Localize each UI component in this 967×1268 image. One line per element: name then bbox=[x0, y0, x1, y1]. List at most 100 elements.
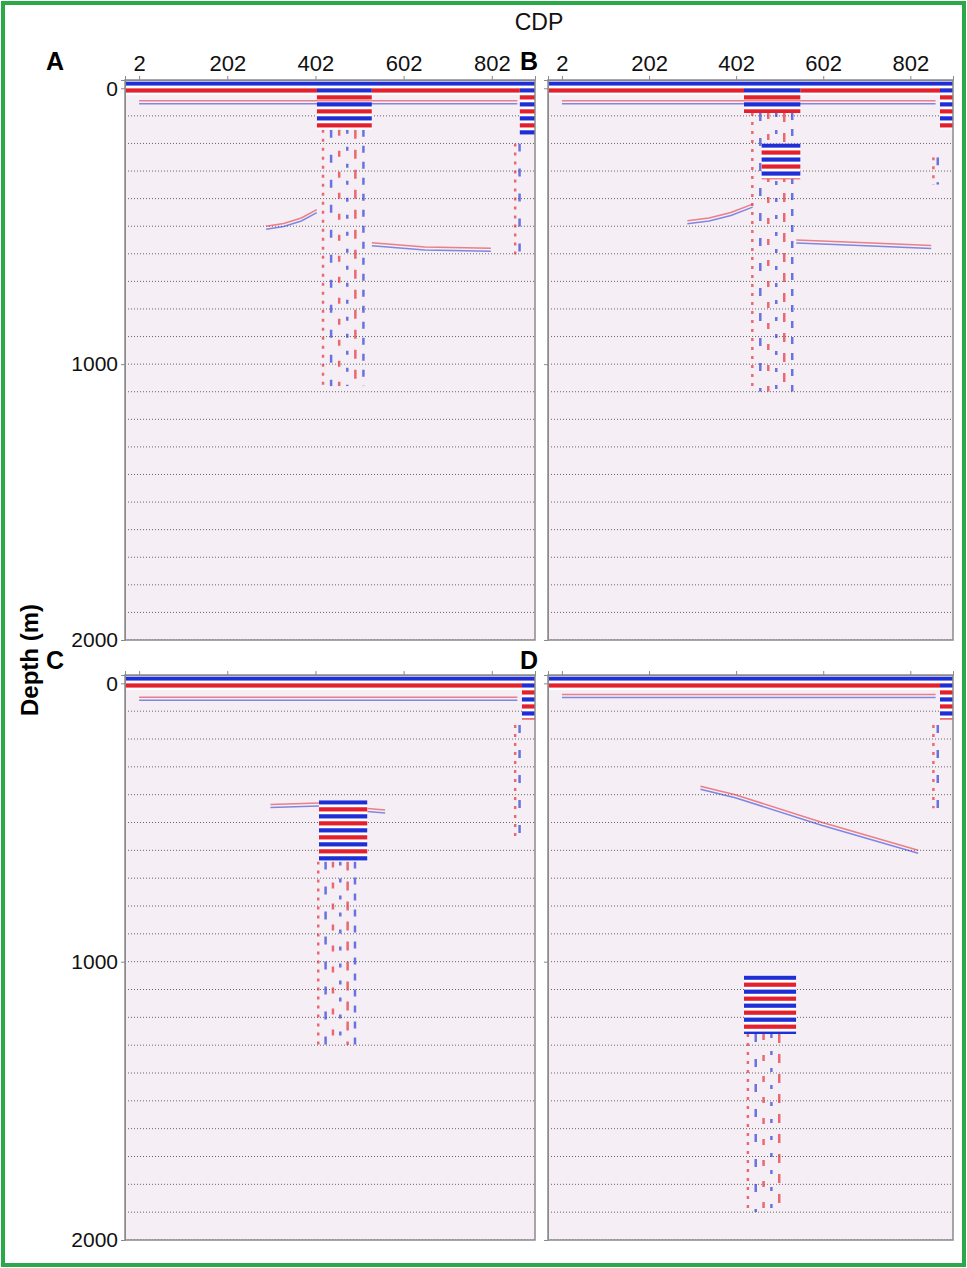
grid-line bbox=[125, 557, 535, 558]
grid-line bbox=[548, 226, 953, 227]
x-tick-mark bbox=[404, 671, 405, 675]
anomaly-band bbox=[761, 157, 800, 161]
x-tick-mark bbox=[227, 671, 228, 675]
x-axis-line bbox=[549, 76, 954, 81]
marks bbox=[125, 81, 535, 386]
grid-line bbox=[125, 612, 535, 613]
reflector bbox=[139, 100, 517, 102]
reflector bbox=[700, 789, 918, 853]
x-axis: 2202402602802 bbox=[126, 51, 536, 81]
x-tick-mark bbox=[562, 76, 563, 80]
grid-line bbox=[548, 739, 953, 740]
x-tick bbox=[227, 671, 228, 675]
grid-line bbox=[125, 446, 535, 447]
plot-background bbox=[548, 675, 953, 1240]
y-axis: 010002000 bbox=[71, 672, 125, 1252]
scatter-wavelet bbox=[338, 130, 341, 387]
anomaly-band bbox=[548, 683, 953, 687]
anomaly-band bbox=[319, 814, 367, 818]
x-tick: 802 bbox=[892, 51, 929, 80]
grid-line bbox=[125, 1045, 535, 1046]
anomaly-band bbox=[744, 976, 796, 980]
scatter-wavelet bbox=[932, 157, 935, 185]
reflector bbox=[687, 207, 752, 224]
grid bbox=[125, 683, 535, 1240]
anomaly-band bbox=[319, 835, 367, 839]
anomaly-band bbox=[317, 116, 372, 120]
grid-line bbox=[548, 1100, 953, 1101]
grid-line bbox=[125, 171, 535, 172]
reflector bbox=[796, 240, 931, 246]
panel-letter: D bbox=[520, 646, 538, 674]
scatter-wavelet bbox=[330, 130, 333, 387]
scatter-wavelet bbox=[346, 861, 349, 1045]
grid-line bbox=[548, 115, 953, 116]
panel bbox=[544, 671, 954, 1241]
grid-line bbox=[125, 143, 535, 144]
anomaly bbox=[761, 143, 800, 179]
grid-line bbox=[548, 878, 953, 879]
anomaly-band bbox=[520, 109, 535, 113]
y-tick: 2000 bbox=[71, 1228, 125, 1251]
y-tick-mark bbox=[121, 1240, 125, 1241]
scatter-zone bbox=[748, 1034, 779, 1212]
y-tick bbox=[544, 1240, 548, 1241]
scatter-wavelet bbox=[770, 1034, 773, 1212]
grid-line bbox=[125, 766, 535, 767]
grid-line bbox=[548, 308, 953, 309]
grid-line bbox=[125, 364, 535, 365]
anomaly-band bbox=[319, 800, 367, 804]
anomaly-body bbox=[761, 143, 800, 179]
y-tick: 1000 bbox=[71, 352, 125, 375]
anomaly-band bbox=[744, 88, 801, 92]
anomaly bbox=[520, 88, 535, 135]
y-axis-line bbox=[544, 81, 549, 641]
grid-line bbox=[548, 612, 953, 613]
grid-line bbox=[548, 474, 953, 475]
scatter-wavelet bbox=[354, 130, 357, 387]
y-tick bbox=[544, 962, 548, 963]
reflector bbox=[700, 786, 918, 850]
x-tick-mark bbox=[823, 671, 824, 675]
y-axis-line bbox=[121, 676, 126, 1241]
y-tick-mark bbox=[544, 88, 548, 89]
x-tick-mark bbox=[910, 76, 911, 80]
scatter-wavelet bbox=[324, 861, 327, 1045]
grid-line bbox=[548, 143, 953, 144]
y-axis-line bbox=[121, 81, 126, 641]
y-tick: 0 bbox=[106, 76, 125, 99]
x-tick: 402 bbox=[718, 51, 755, 80]
anomaly-band bbox=[520, 123, 535, 127]
scatter-wavelet bbox=[362, 130, 365, 387]
plot-frame bbox=[125, 80, 535, 640]
y-tick bbox=[544, 683, 548, 684]
anomaly-band bbox=[940, 109, 953, 113]
x-axis-line bbox=[549, 671, 954, 676]
anomaly-band bbox=[761, 178, 800, 179]
x-tick-mark bbox=[823, 76, 824, 80]
scatter-wavelet bbox=[762, 1034, 765, 1212]
grid-line bbox=[125, 711, 535, 712]
grid-line bbox=[125, 502, 535, 503]
panel-letter: B bbox=[520, 47, 538, 75]
x-tick bbox=[315, 671, 316, 675]
grid-line bbox=[548, 766, 953, 767]
panel-letter: A bbox=[46, 47, 64, 75]
anomaly bbox=[548, 676, 953, 690]
plot-frame bbox=[125, 675, 535, 1240]
anomaly-band bbox=[319, 842, 367, 846]
anomaly bbox=[940, 683, 953, 719]
anomaly-body bbox=[522, 683, 535, 719]
anomaly bbox=[744, 976, 796, 1034]
scatter-wavelet bbox=[754, 1034, 757, 1212]
y-tick-mark bbox=[121, 88, 125, 89]
scatter-wavelet bbox=[339, 861, 342, 1045]
x-tick: 602 bbox=[386, 51, 423, 80]
panel: 010002000 bbox=[71, 671, 535, 1251]
scatter-zone bbox=[515, 143, 519, 259]
anomaly-band bbox=[522, 718, 535, 719]
grid-line bbox=[548, 961, 953, 962]
anomaly-band bbox=[520, 130, 535, 134]
x-tick-label: 202 bbox=[209, 51, 246, 76]
anomaly-band bbox=[744, 990, 796, 994]
